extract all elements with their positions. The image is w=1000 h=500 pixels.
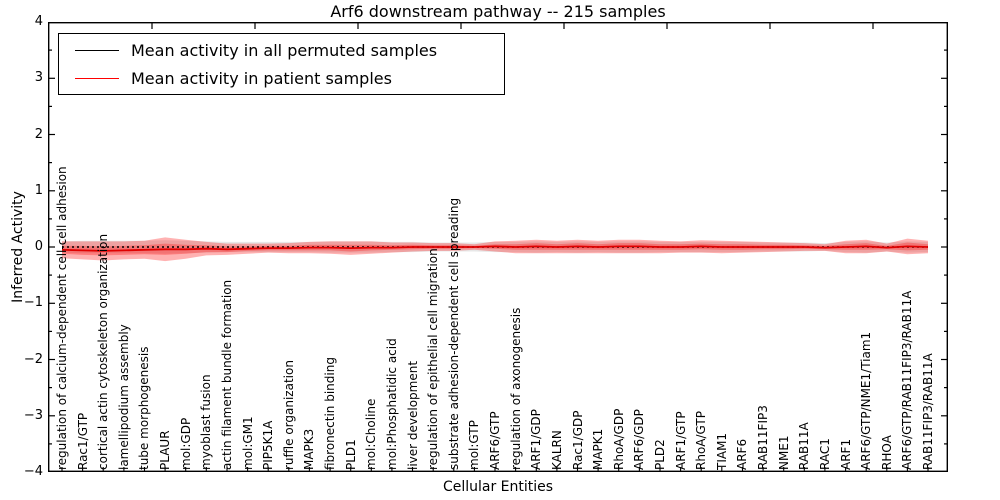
x-tick-label: RAB11FIP3/RAB11A [921, 353, 936, 470]
y-tick-label: 0 [34, 239, 43, 254]
permuted-line-sample [75, 50, 119, 51]
x-tick-label: liver development [405, 360, 420, 470]
x-tick-label: KALRN [549, 430, 564, 470]
x-tick-label: mol:GM1 [240, 416, 255, 470]
x-tick-label: RhoA/GTP [694, 411, 709, 470]
x-tick-label: ruffle organization [281, 360, 296, 470]
x-tick-label: NME1 [776, 435, 791, 470]
x-tick-label: PLAUR [158, 430, 173, 470]
x-tick-label: ARF1/GTP [673, 411, 688, 470]
patient-samples-spread-outer-band [62, 237, 928, 262]
x-tick-label: ARF1 [838, 438, 853, 470]
y-tick-label: 3 [34, 70, 43, 86]
x-tick-label: regulation of axonogenesis [508, 307, 523, 470]
x-axis-label: Cellular Entities [442, 479, 554, 495]
x-tick-label: ARF6 [735, 438, 750, 470]
x-tick-label: cortical actin cytoskeleton organization [96, 233, 111, 470]
x-tick-label: myoblast fusion [199, 374, 214, 470]
x-tick-label: RHOA [879, 435, 894, 470]
chart-title: Arf6 downstream pathway -- 215 samples [330, 2, 666, 21]
y-tick-label: 4 [34, 14, 43, 29]
legend-row-permuted: Mean activity in all permuted samples [59, 38, 504, 64]
x-tick-label: lamellipodium assembly [116, 324, 131, 470]
x-tick-label: RAB11FIP3 [756, 405, 771, 470]
x-tick-label: regulation of epithelial cell migration [426, 248, 441, 470]
x-tick-label: mol:Choline [364, 398, 379, 470]
x-tick-label: TIAM1 [714, 432, 729, 470]
x-tick-label: substrate adhesion-dependent cell spread… [446, 197, 461, 470]
y-tick-label: 1 [34, 182, 43, 198]
legend-row-patient: Mean activity in patient samples [59, 66, 504, 92]
y-tick-label: 2 [34, 126, 43, 142]
x-tick-label: tube morphogenesis [137, 346, 152, 470]
legend: Mean activity in all permuted samples Me… [58, 33, 505, 95]
y-tick-label: −3 [23, 407, 43, 423]
x-tick-label: mol:GTP [467, 420, 482, 470]
x-tick-label: MAPK3 [302, 428, 317, 470]
x-tick-label: RAB11A [797, 422, 812, 470]
x-tick-label: ARF6/GTP/NME1/Tiam1 [859, 331, 874, 470]
x-tick-label: actin filament bundle formation [219, 279, 234, 470]
legend-label-permuted: Mean activity in all permuted samples [131, 41, 438, 60]
x-tick-label: fibronectin binding [323, 357, 338, 470]
x-tick-label: MAPK1 [591, 428, 606, 470]
x-tick-label: Rac1/GTP [75, 412, 90, 470]
y-tick-label: −1 [23, 295, 43, 311]
x-tick-label: RAC1 [817, 438, 832, 470]
x-tick-label: mol:GDP [178, 417, 193, 470]
x-tick-label: ARF1/GDP [529, 409, 544, 470]
plot-area [48, 22, 948, 472]
x-tick-label: RhoA/GDP [611, 408, 626, 470]
x-tick-label: regulation of calcium-dependent cell-cel… [55, 166, 69, 470]
x-tick-label: PLD1 [343, 439, 358, 470]
legend-label-patient: Mean activity in patient samples [131, 69, 392, 88]
y-tick-label: −4 [23, 464, 43, 479]
x-tick-label: ARF6/GDP [632, 409, 647, 470]
Mean-activity-in-patient-samples-line [61, 245, 929, 252]
x-tick-label: mol:Phosphatidic acid [384, 338, 399, 470]
patient-samples-spread-inner-band [62, 242, 928, 256]
x-tick-label: PLD2 [652, 439, 667, 470]
x-tick-label: ARF6/GTP [488, 411, 503, 470]
x-tick-label: ARF6/GTP/RAB11FIP3/RAB11A [900, 290, 915, 470]
x-tick-label: Rac1/GDP [570, 410, 585, 470]
y-tick-label: −2 [23, 351, 43, 367]
x-tick-label: PIP5K1A [261, 420, 276, 470]
patient-line-sample [75, 78, 119, 79]
